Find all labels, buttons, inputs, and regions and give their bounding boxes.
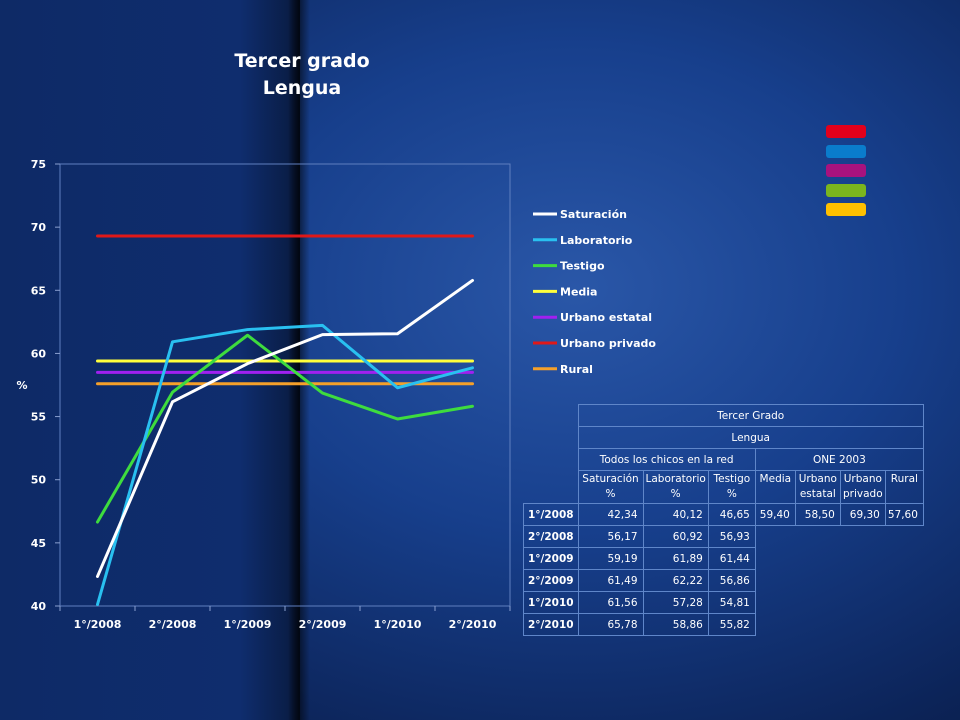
col-header-urbano-estatal: Urbano estatal	[794, 470, 841, 504]
col-header-laboratorio: Laboratorio %	[642, 470, 709, 504]
series-line-saturación	[96, 278, 474, 578]
x-tick-label: 2°/2009	[299, 618, 347, 631]
legend-label: Media	[560, 285, 597, 298]
color-swatch-yellow	[826, 203, 866, 216]
color-swatch-green	[826, 184, 866, 197]
y-tick-label: 75	[31, 158, 46, 171]
series-line-testigo	[96, 333, 474, 524]
cell-testigo: 46,65	[707, 503, 756, 526]
x-tick-label: 1°/2009	[224, 618, 272, 631]
cell-saturacion: 61,56	[577, 591, 644, 614]
table-group-todos: Todos los chicos en la red	[577, 448, 756, 471]
cell-testigo: 56,86	[707, 569, 756, 592]
cell-laboratorio: 58,86	[642, 613, 709, 636]
series-line-laboratorio	[96, 323, 474, 606]
chart-title-line-2: Lengua	[262, 77, 342, 99]
cell-testigo: 56,93	[707, 525, 756, 548]
cell-testigo: 54,81	[707, 591, 756, 614]
cell-laboratorio: 60,92	[642, 525, 709, 548]
cell-urbano-estatal: 58,50	[794, 503, 841, 526]
table-row: 1°/2008 42,34 40,12 46,65 59,40 58,50 69…	[523, 503, 924, 526]
col-header-urbano-privado: Urbano privado	[839, 470, 886, 504]
y-axis-label: %	[16, 379, 27, 392]
legend-label: Urbano estatal	[560, 311, 652, 324]
cell-laboratorio: 40,12	[642, 503, 709, 526]
cell-urbano-privado: 69,30	[839, 503, 886, 526]
legend-label: Laboratorio	[560, 234, 633, 247]
row-period: 2°/2008	[523, 525, 579, 548]
table-title: Tercer Grado	[577, 404, 924, 427]
table-row: 2°/2009 61,49 62,22 56,86	[523, 569, 924, 592]
x-tick-label: 1°/2008	[74, 618, 122, 631]
row-period: 2°/2009	[523, 569, 579, 592]
cell-saturacion: 59,19	[577, 547, 644, 570]
x-tick-label: 2°/2010	[449, 618, 497, 631]
x-tick-label: 1°/2010	[374, 618, 422, 631]
table-subtitle: Lengua	[577, 426, 924, 449]
row-period: 1°/2009	[523, 547, 579, 570]
col-header-saturacion: Saturación %	[577, 470, 644, 504]
legend-label: Rural	[560, 363, 593, 376]
y-tick-label: 55	[31, 411, 46, 424]
col-header-rural: Rural	[884, 470, 924, 504]
table-row: 1°/2009 59,19 61,89 61,44	[523, 547, 924, 570]
row-period: 1°/2008	[523, 503, 579, 526]
legend-label: Urbano privado	[560, 337, 656, 350]
cell-laboratorio: 57,28	[642, 591, 709, 614]
col-header-testigo: Testigo %	[707, 470, 756, 504]
cell-testigo: 61,44	[707, 547, 756, 570]
cell-testigo: 55,82	[707, 613, 756, 636]
cell-saturacion: 65,78	[577, 613, 644, 636]
table-row: 2°/2008 56,17 60,92 56,93	[523, 525, 924, 548]
table-row: 2°/2010 65,78 58,86 55,82	[523, 613, 924, 636]
cell-rural: 57,60	[884, 503, 924, 526]
y-tick-label: 65	[31, 284, 46, 297]
y-tick-label: 60	[31, 347, 47, 360]
color-swatch-magenta	[826, 164, 866, 177]
cell-laboratorio: 61,89	[642, 547, 709, 570]
legend-label: Saturación	[560, 208, 627, 221]
cell-saturacion: 42,34	[577, 503, 644, 526]
table-group-one: ONE 2003	[754, 448, 924, 471]
y-tick-label: 50	[31, 474, 47, 487]
cell-media: 59,40	[754, 503, 796, 526]
y-tick-label: 40	[31, 600, 47, 613]
table-row: 1°/2010 61,56 57,28 54,81	[523, 591, 924, 614]
y-tick-label: 70	[31, 221, 47, 234]
color-swatch-blue	[826, 145, 866, 158]
color-swatch-red	[826, 125, 866, 138]
col-header-media: Media	[754, 470, 796, 504]
chart-title: Tercer grado Lengua	[200, 48, 404, 102]
data-table: Tercer Grado Lengua Todos los chicos en …	[523, 404, 924, 636]
y-tick-label: 45	[31, 537, 46, 550]
x-tick-label: 2°/2008	[149, 618, 197, 631]
row-period: 1°/2010	[523, 591, 579, 614]
cell-laboratorio: 62,22	[642, 569, 709, 592]
legend-label: Testigo	[560, 260, 605, 273]
chart-title-line-1: Tercer grado	[234, 50, 370, 72]
cell-saturacion: 56,17	[577, 525, 644, 548]
row-period: 2°/2010	[523, 613, 579, 636]
cell-saturacion: 61,49	[577, 569, 644, 592]
